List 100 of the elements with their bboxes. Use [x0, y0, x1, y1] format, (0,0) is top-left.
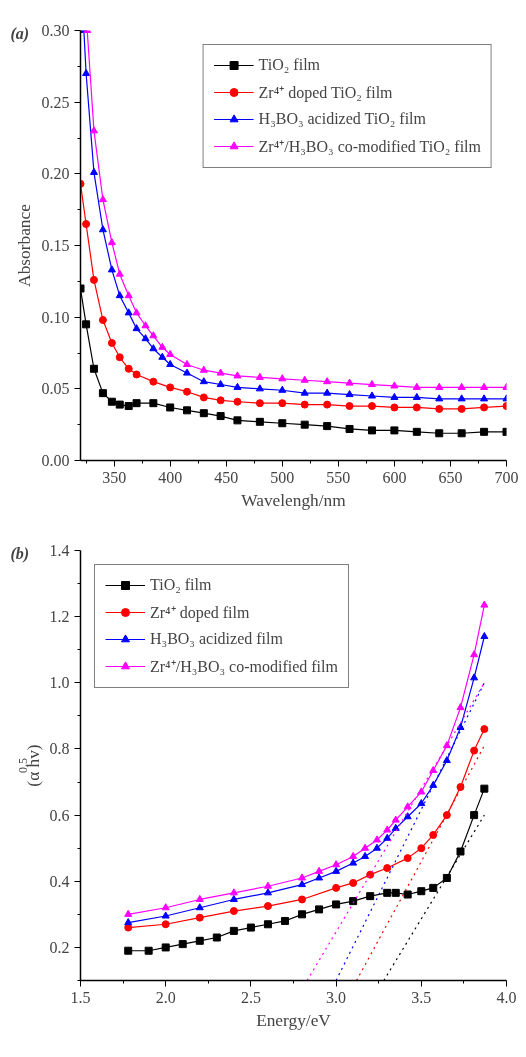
y-tick-label: 0.25: [41, 93, 70, 111]
point: [480, 403, 489, 412]
point: [332, 860, 341, 868]
point: [195, 894, 204, 902]
point: [323, 400, 332, 409]
point: [456, 847, 465, 856]
legend-label: H₃BO₃ acidized film: [150, 630, 283, 648]
point: [332, 883, 341, 892]
point: [383, 888, 392, 897]
legend-label: TiO₂ film: [258, 56, 321, 74]
legend-label: Zr⁴⁺ doped TiO₂ film: [258, 83, 393, 103]
point: [470, 746, 479, 755]
x-tick-label: 350: [102, 468, 127, 486]
y-tick-label: 0.05: [41, 380, 70, 398]
chart-title: (a): [10, 24, 30, 43]
point: [367, 402, 376, 411]
point: [480, 394, 489, 402]
point: [161, 911, 170, 919]
point: [89, 126, 98, 134]
point: [366, 892, 375, 901]
point: [132, 370, 141, 379]
point: [132, 399, 141, 408]
y-tick-label: 0.6: [49, 806, 70, 824]
point: [435, 394, 444, 402]
point: [442, 756, 451, 764]
point: [323, 422, 332, 431]
point: [229, 888, 238, 896]
y-tick-label: 1.0: [49, 674, 70, 692]
point: [278, 374, 287, 382]
point: [199, 377, 208, 385]
point: [255, 417, 264, 426]
point: [158, 342, 167, 350]
point: [366, 870, 375, 879]
y-tick-label: 1.2: [49, 608, 70, 626]
point: [229, 894, 238, 902]
point: [233, 416, 242, 425]
point: [124, 946, 133, 955]
point: [107, 338, 116, 347]
point: [349, 878, 358, 887]
point: [429, 765, 438, 773]
point: [183, 359, 191, 367]
point: [391, 815, 400, 823]
point: [412, 427, 421, 436]
point: [315, 905, 324, 914]
point: [166, 359, 175, 367]
point: [390, 381, 399, 389]
point: [412, 382, 421, 390]
legend-label: Zr⁴⁺/H₃BO₃ co-modified film: [150, 657, 338, 677]
point: [183, 387, 191, 396]
point: [278, 419, 287, 428]
point: [216, 396, 225, 405]
point: [82, 220, 91, 228]
point: [89, 275, 98, 284]
point: [383, 825, 392, 833]
point: [124, 308, 133, 316]
point: [470, 650, 479, 658]
point: [390, 403, 399, 412]
point: [403, 890, 412, 899]
point: [98, 225, 107, 233]
point: [300, 420, 309, 429]
point: [115, 353, 124, 362]
point: [115, 269, 124, 277]
point: [300, 375, 309, 383]
point: [233, 371, 242, 379]
point: [457, 394, 466, 402]
point: [216, 412, 225, 421]
point: [263, 881, 272, 889]
point: [82, 320, 91, 329]
point: [383, 864, 392, 873]
point: [124, 402, 133, 411]
point: [367, 379, 376, 388]
point: [278, 399, 287, 408]
point: [323, 388, 332, 396]
point: [263, 902, 272, 911]
point: [470, 673, 479, 681]
y-tick-label: 0.4: [49, 872, 70, 890]
point: [124, 291, 133, 299]
point: [98, 389, 107, 398]
point: [199, 393, 208, 402]
point: [263, 888, 272, 896]
point: [255, 384, 264, 392]
point: [390, 426, 399, 435]
legend-label: H₃BO₃ acidized TiO₂ film: [258, 110, 426, 128]
point: [124, 923, 133, 932]
point: [361, 851, 370, 859]
point: [107, 265, 116, 273]
point: [435, 429, 444, 438]
point: [435, 404, 444, 413]
point: [233, 382, 242, 390]
y-tick-label: 0.15: [41, 237, 70, 254]
point: [412, 392, 421, 400]
text: (α hv)0.5: [15, 744, 43, 787]
point: [158, 352, 167, 360]
x-axis-title: Energy/eV: [256, 1010, 332, 1030]
point: [199, 409, 208, 418]
point: [166, 403, 175, 412]
point: [345, 390, 354, 398]
point: [149, 344, 158, 352]
point: [183, 406, 191, 415]
point: [345, 424, 354, 433]
